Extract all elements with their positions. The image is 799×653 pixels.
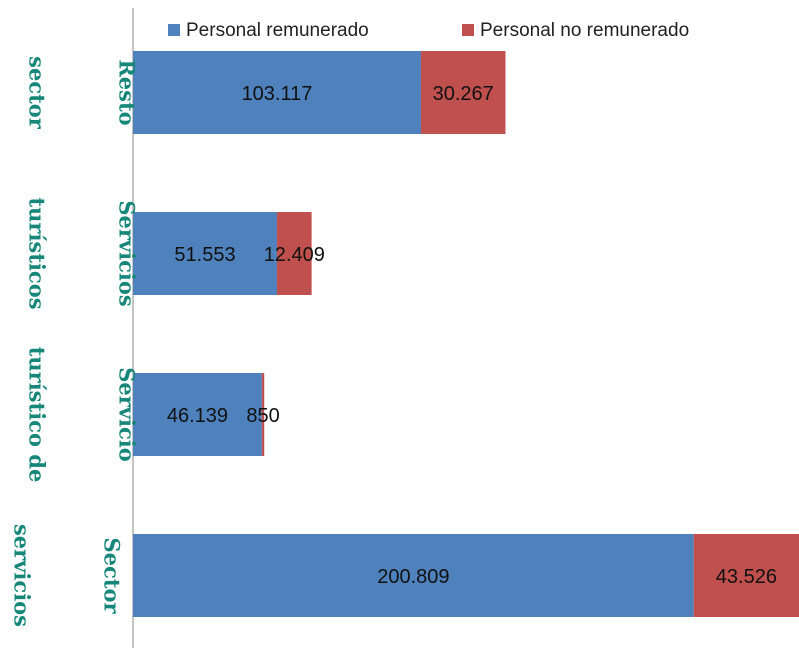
category-label-line: Servicios: [115, 200, 140, 306]
plot-area: [133, 51, 799, 617]
bar-segment: [276, 212, 312, 295]
value-label: 46.139: [167, 405, 228, 427]
value-label: 12.409: [264, 244, 325, 266]
category-label: Sector servicios: [10, 524, 125, 627]
legend-swatch: [168, 24, 180, 36]
value-label: 850: [246, 405, 279, 427]
category-label-line: turístico de: [25, 347, 50, 483]
category-label-line: servicios: [10, 524, 35, 627]
category-label: Serviciosturísticosgenerales: [25, 197, 140, 309]
value-label: 103.117: [242, 83, 313, 105]
legend-label: Personal remunerado: [186, 20, 369, 41]
legend-label: Personal no remunerado: [480, 20, 689, 41]
bar-segment: [261, 373, 265, 456]
category-label: Restosectorservicios: [25, 56, 140, 130]
category-label-line: Resto: [115, 59, 140, 125]
value-label: 51.553: [174, 244, 235, 266]
value-label: 200.809: [377, 566, 449, 588]
legend-swatch: [462, 24, 474, 36]
bar-segment: [133, 212, 277, 295]
bar-segment: [693, 534, 799, 617]
value-label: 43.526: [716, 566, 777, 588]
category-label-line: sector: [25, 56, 50, 130]
bar-segment: [133, 373, 262, 456]
category-label-line: turísticos: [25, 197, 50, 309]
value-label: 30.267: [433, 83, 494, 105]
bar-segment: [133, 51, 421, 134]
bar-segment: [133, 534, 694, 617]
bar-segment: [420, 51, 506, 134]
category-label-line: Servicio: [115, 367, 140, 462]
category-label-line: Sector: [100, 537, 125, 614]
